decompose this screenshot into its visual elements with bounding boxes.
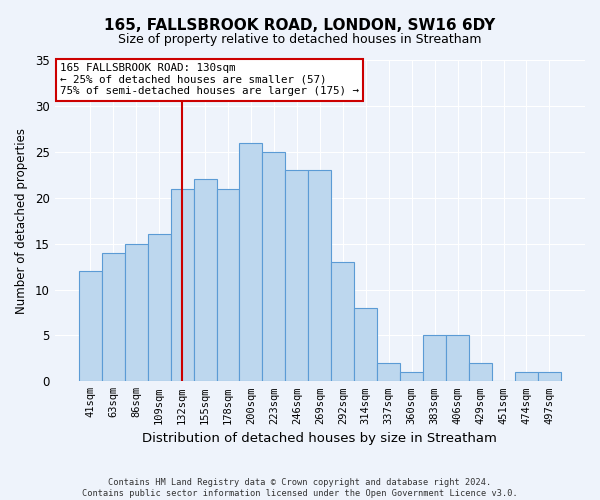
Bar (331, 262, 354, 382)
Text: 165, FALLSBROOK ROAD, LONDON, SW16 6DY: 165, FALLSBROOK ROAD, LONDON, SW16 6DY (104, 18, 496, 32)
Bar (469, 363, 492, 382)
Bar (515, 372, 538, 382)
Text: 165 FALLSBROOK ROAD: 130sqm
← 25% of detached houses are smaller (57)
75% of sem: 165 FALLSBROOK ROAD: 130sqm ← 25% of det… (60, 63, 359, 96)
Bar (286, 170, 308, 382)
Bar (148, 234, 170, 382)
Bar (217, 188, 239, 382)
Text: Contains HM Land Registry data © Crown copyright and database right 2024.
Contai: Contains HM Land Registry data © Crown c… (82, 478, 518, 498)
Bar (125, 244, 148, 382)
Bar (102, 253, 125, 382)
X-axis label: Distribution of detached houses by size in Streatham: Distribution of detached houses by size … (142, 432, 497, 445)
Bar (308, 170, 331, 382)
Bar (446, 336, 469, 382)
Bar (170, 188, 194, 382)
Bar (262, 152, 286, 382)
Text: Size of property relative to detached houses in Streatham: Size of property relative to detached ho… (118, 32, 482, 46)
Bar (400, 372, 423, 382)
Bar (79, 271, 102, 382)
Bar (538, 372, 561, 382)
Y-axis label: Number of detached properties: Number of detached properties (15, 128, 28, 314)
Bar (354, 308, 377, 382)
Bar (194, 180, 217, 382)
Bar (377, 363, 400, 382)
Bar (239, 142, 262, 382)
Bar (423, 336, 446, 382)
